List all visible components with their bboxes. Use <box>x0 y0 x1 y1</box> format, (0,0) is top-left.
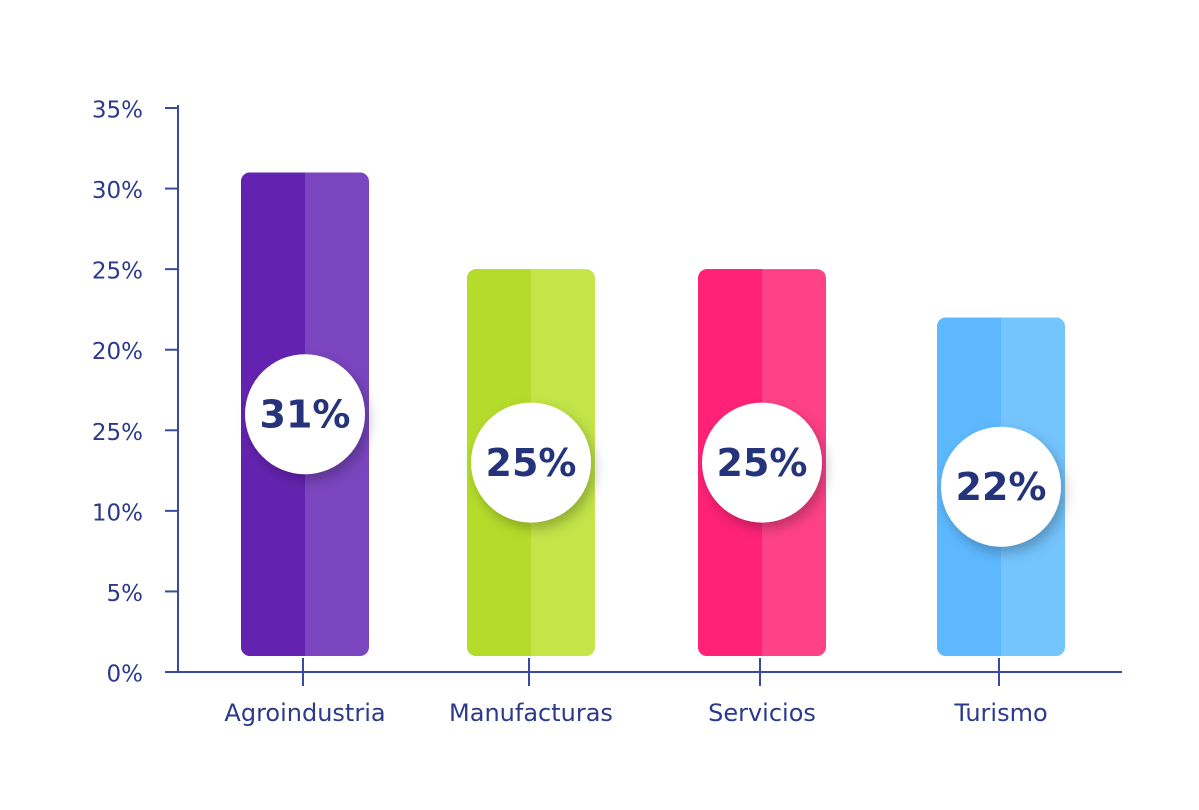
data-label: 31% <box>260 393 351 437</box>
x-tick-label: Servicios <box>708 699 816 727</box>
y-tick-label: 25% <box>92 420 143 446</box>
value-badge <box>245 354 365 475</box>
data-label: 25% <box>717 441 808 485</box>
y-tick-label: 0% <box>107 662 144 688</box>
x-tick-label: Turismo <box>953 699 1047 727</box>
y-tick-label: 35% <box>92 98 143 124</box>
x-tick-label: Manufacturas <box>449 699 613 727</box>
y-tick-label: 20% <box>92 339 143 365</box>
y-tick-label: 10% <box>92 500 143 526</box>
value-badge <box>471 402 591 523</box>
x-tick-label: Agroindustria <box>224 699 385 727</box>
value-badge <box>941 426 1061 547</box>
y-tick-label: 30% <box>92 178 143 204</box>
y-tick-label: 25% <box>92 259 143 285</box>
value-badge <box>702 402 822 523</box>
data-label: 25% <box>486 441 577 485</box>
data-label: 22% <box>956 465 1047 509</box>
y-tick-label: 5% <box>107 581 144 607</box>
